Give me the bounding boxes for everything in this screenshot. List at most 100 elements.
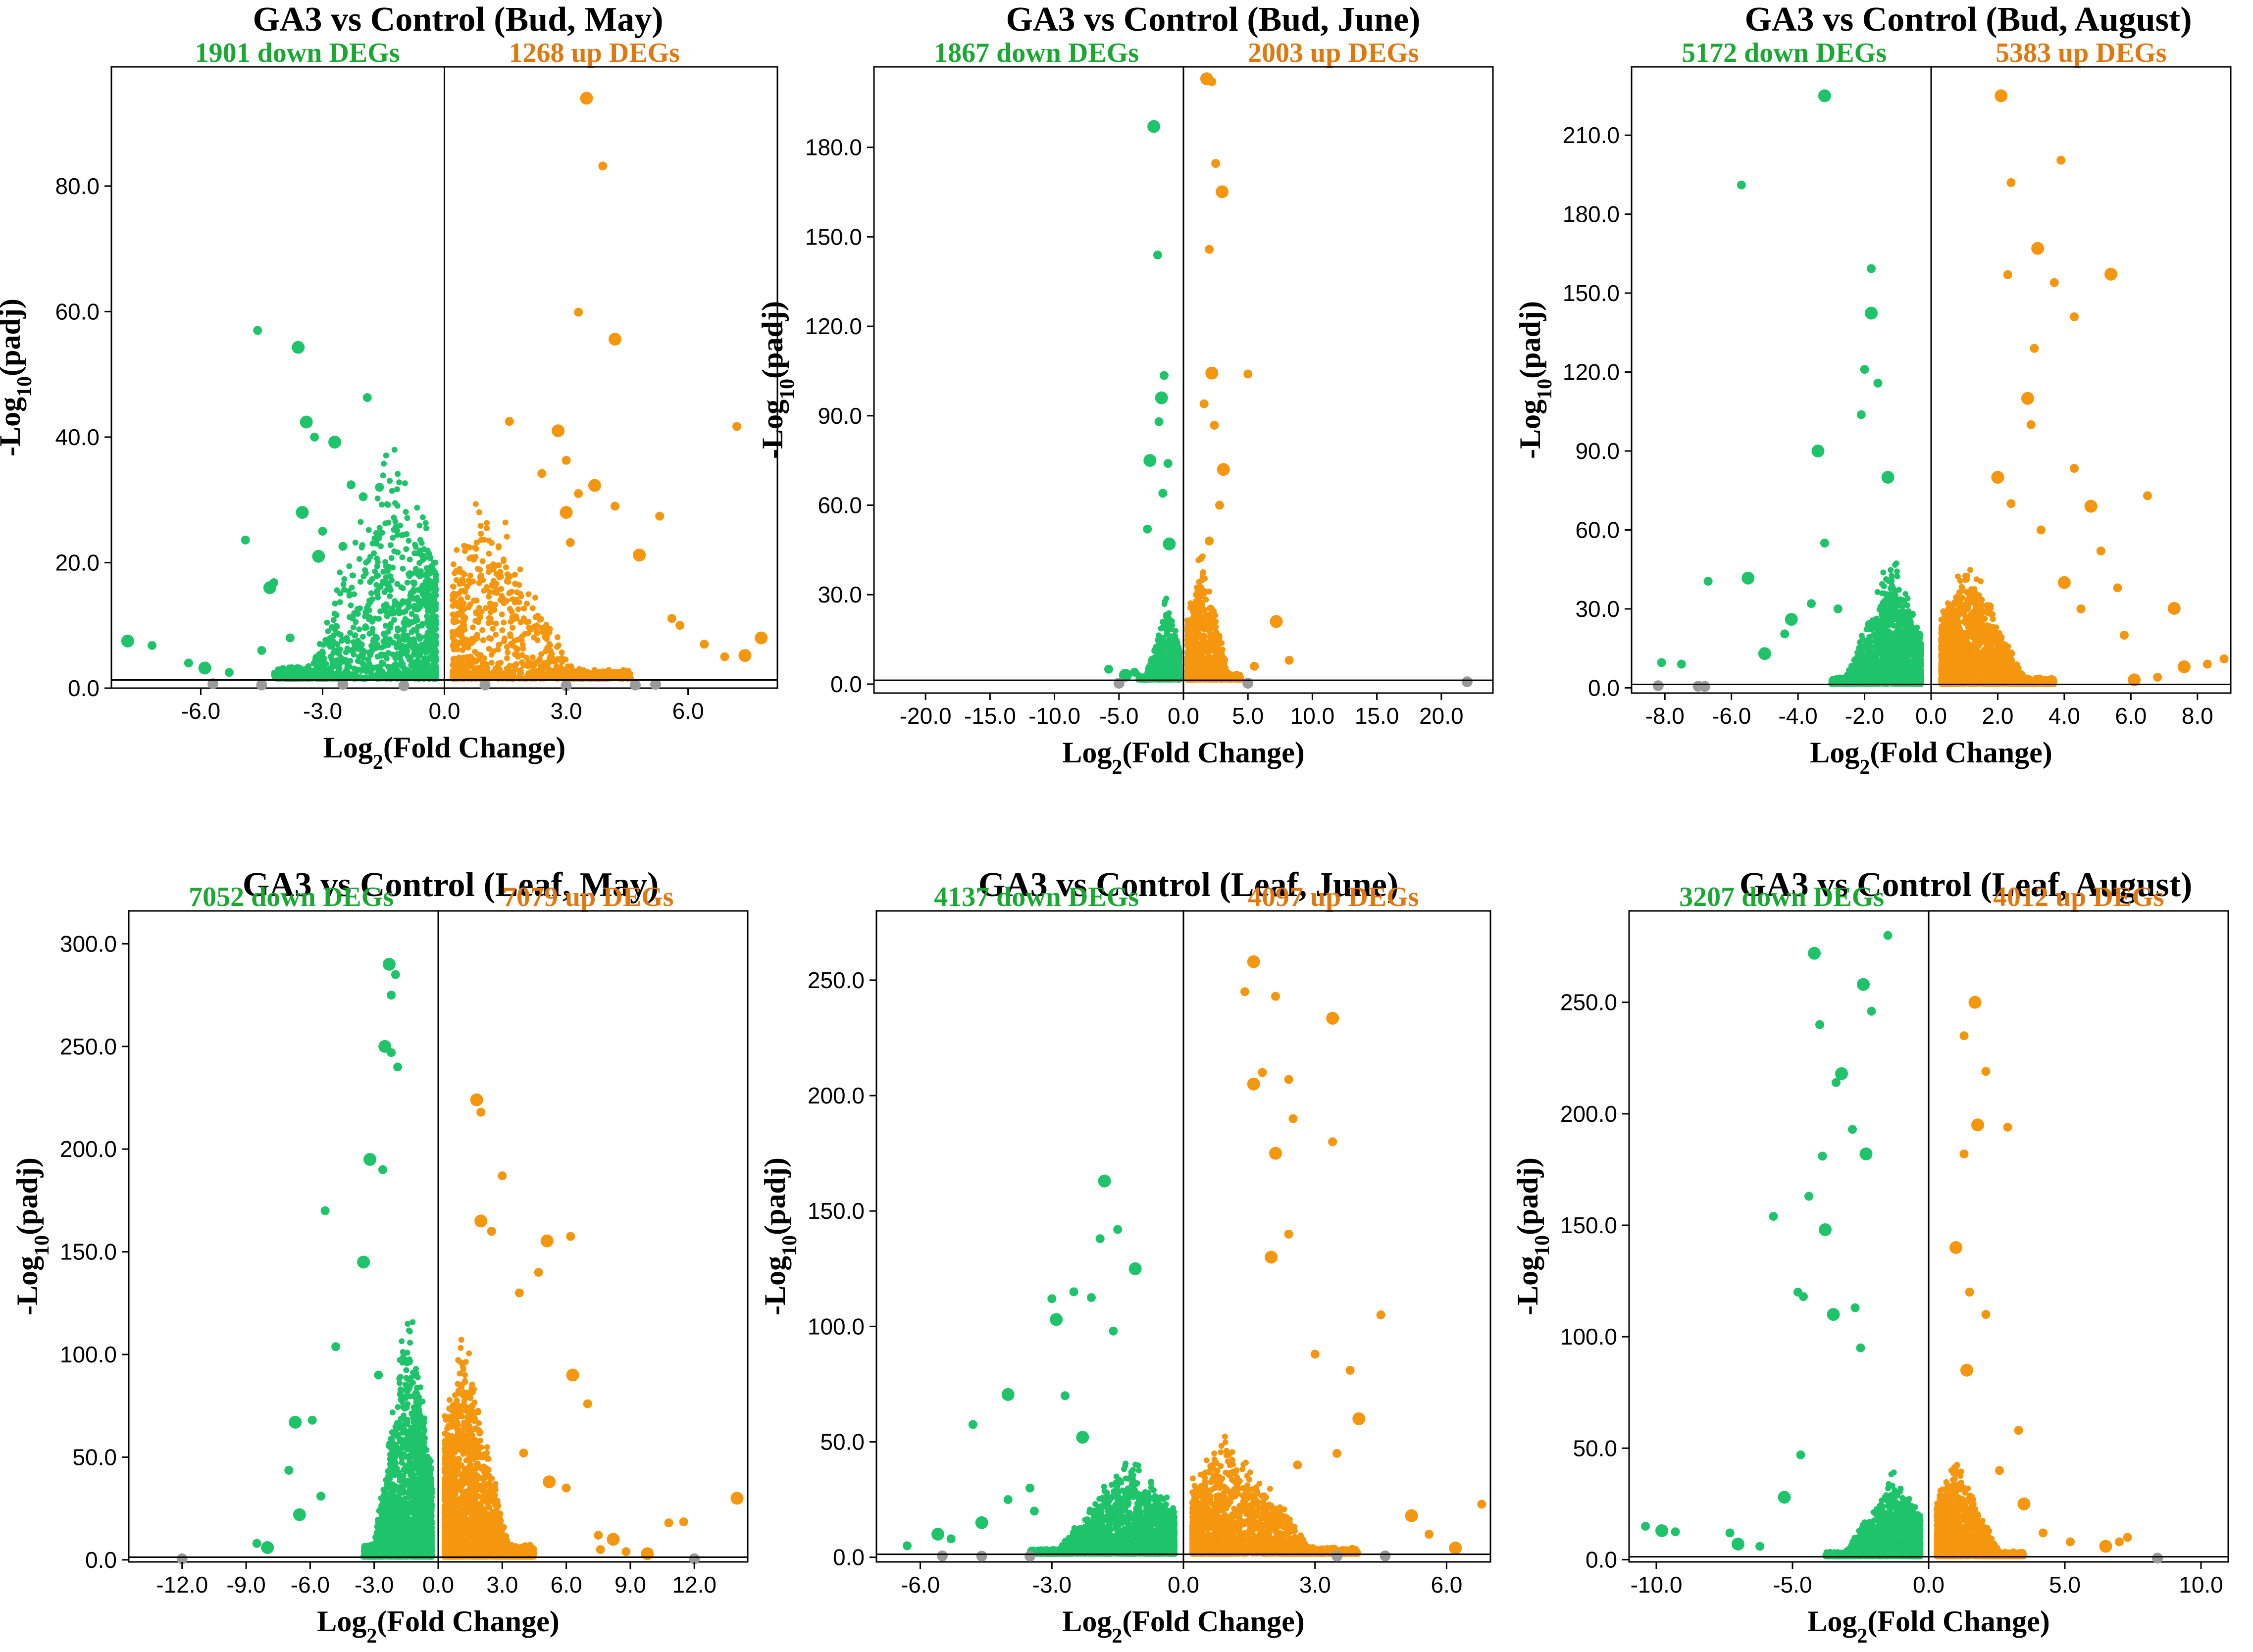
down-deg-point <box>345 673 351 680</box>
down-deg-point <box>368 673 374 679</box>
down-deg-point <box>1163 537 1176 551</box>
down-deg-point <box>416 652 423 658</box>
down-deg-point <box>362 567 368 573</box>
x-tick-label: -5.0 <box>1099 703 1138 729</box>
down-deg-point <box>418 572 425 579</box>
down-deg-point <box>387 636 393 643</box>
x-tick-label: 5.0 <box>1232 703 1264 729</box>
down-deg-point <box>334 587 340 594</box>
up-deg-point <box>459 658 465 664</box>
down-deg-point <box>369 666 375 672</box>
down-deg-point <box>433 657 440 663</box>
down-deg-point <box>352 540 358 546</box>
point-cloud <box>1135 553 1245 683</box>
up-deg-point <box>493 632 499 638</box>
up-deg-point <box>477 566 483 573</box>
down-deg-point <box>382 622 389 629</box>
up-deg-point <box>1204 640 1210 646</box>
up-deg-point <box>581 670 588 677</box>
down-deg-point <box>417 660 424 666</box>
up-deg-point <box>1220 672 1227 678</box>
down-deg-point <box>341 576 348 582</box>
down-deg-point <box>1158 625 1164 632</box>
down-deg-point <box>380 638 387 645</box>
down-deg-point <box>369 647 375 653</box>
down-deg-point <box>379 530 385 536</box>
up-deg-point <box>1199 399 1209 408</box>
down-deg-point <box>330 617 337 623</box>
up-deg-point <box>490 625 496 632</box>
down-deg-point <box>389 577 395 584</box>
up-deg-point <box>1192 671 1199 678</box>
down-deg-point <box>403 546 410 552</box>
down-deg-point <box>394 486 400 493</box>
down-deg-point <box>360 662 366 668</box>
down-deg-point <box>374 641 380 648</box>
down-deg-point <box>300 415 313 429</box>
down-deg-point <box>413 613 419 620</box>
down-deg-point <box>422 520 429 526</box>
down-deg-point <box>257 646 266 655</box>
up-deg-point <box>560 506 573 519</box>
down-deg-point <box>350 572 357 579</box>
up-deg-point <box>517 566 523 573</box>
down-deg-point <box>354 606 360 612</box>
up-deg-point <box>509 668 515 675</box>
down-deg-point <box>368 643 374 649</box>
down-deg-point <box>433 613 439 620</box>
down-deg-point <box>328 624 335 630</box>
down-deg-point <box>298 672 304 679</box>
down-deg-point <box>383 601 389 607</box>
up-deg-point <box>496 562 502 568</box>
down-deg-point <box>398 584 405 591</box>
down-deg-point <box>1888 567 1894 573</box>
down-deg-point <box>393 651 400 658</box>
up-deg-point <box>472 649 478 655</box>
down-deg-point <box>416 636 423 642</box>
y-tick-label: 60.0 <box>818 493 862 518</box>
up-deg-point <box>454 640 460 646</box>
down-deg-point <box>378 501 385 508</box>
down-deg-point <box>1104 664 1113 674</box>
up-deg-point <box>574 307 583 317</box>
down-deg-point <box>347 614 353 620</box>
up-deg-point <box>476 664 483 671</box>
up-deg-point <box>478 537 484 543</box>
up-deg-point <box>514 653 521 660</box>
up-deg-point <box>480 637 486 644</box>
up-deg-point <box>496 642 502 648</box>
up-deg-point <box>610 501 619 511</box>
down-deg-point <box>366 598 372 604</box>
down-deg-point <box>1151 669 1158 676</box>
up-deg-point <box>479 558 486 564</box>
down-deg-point <box>423 656 429 662</box>
down-deg-point <box>380 472 386 479</box>
y-tick-label: 120.0 <box>805 313 862 339</box>
down-deg-point <box>353 670 359 677</box>
down-deg-point <box>372 568 378 575</box>
up-deg-point <box>453 577 460 583</box>
up-deg-point <box>1284 655 1294 665</box>
down-deg-point <box>392 500 398 506</box>
volcano-panel-2: GA3 vs Control (Bud, June)1867 down DEGs… <box>756 0 1494 779</box>
up-deg-point <box>502 519 509 526</box>
down-deg-point <box>316 641 323 647</box>
volcano-panel-1: GA3 vs Control (Bud, May)1901 down DEGs 1… <box>0 0 778 774</box>
down-deg-point <box>296 506 309 519</box>
down-deg-point <box>394 644 400 651</box>
down-deg-point <box>410 651 417 658</box>
down-deg-point <box>324 619 330 626</box>
up-deg-point <box>1205 536 1214 546</box>
down-deg-point <box>416 522 423 529</box>
down-deg-point <box>1171 650 1177 656</box>
up-deg-point <box>468 636 475 642</box>
down-deg-point <box>316 654 322 661</box>
up-deg-point <box>1217 463 1230 476</box>
up-deg-point <box>1250 661 1259 671</box>
up-deg-point <box>534 622 540 629</box>
up-deg-point <box>1243 369 1253 379</box>
down-deg-point <box>351 639 357 645</box>
volcano-panel-3: GA3 vs Control (Bud, August)5172 down DE… <box>1514 0 2232 779</box>
down-deg-point <box>337 599 343 605</box>
down-deg-point <box>1172 643 1178 650</box>
